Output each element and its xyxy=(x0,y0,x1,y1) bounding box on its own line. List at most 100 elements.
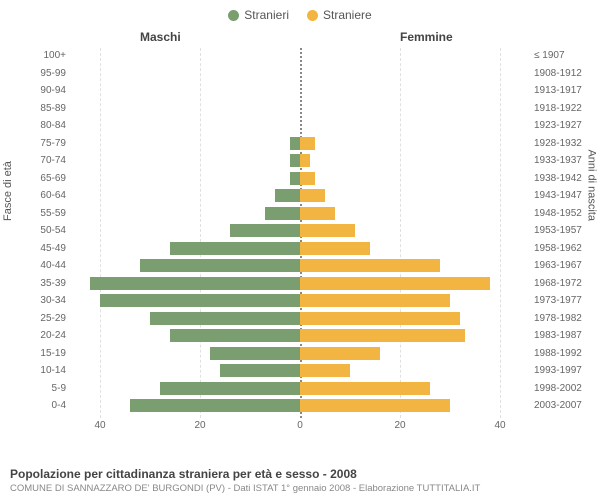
bar-female xyxy=(300,399,450,412)
age-label: 80-84 xyxy=(24,120,66,131)
birth-year-label: 1963-1967 xyxy=(534,260,590,271)
birth-year-label: 1928-1932 xyxy=(534,138,590,149)
header-male: Maschi xyxy=(140,30,181,44)
bar-male xyxy=(170,329,300,342)
birth-year-label: 1978-1982 xyxy=(534,313,590,324)
birth-year-label: 1958-1962 xyxy=(534,243,590,254)
age-label: 70-74 xyxy=(24,155,66,166)
x-tick: 40 xyxy=(94,420,105,431)
birth-year-label: 2003-2007 xyxy=(534,400,590,411)
age-row: 85-891918-1922 xyxy=(70,101,530,117)
bar-female xyxy=(300,277,490,290)
bar-male xyxy=(170,242,300,255)
birth-year-label: ≤ 1907 xyxy=(534,50,590,61)
bar-female xyxy=(300,364,350,377)
birth-year-label: 1913-1917 xyxy=(534,85,590,96)
age-label: 50-54 xyxy=(24,225,66,236)
bar-male xyxy=(150,312,300,325)
age-label: 100+ xyxy=(24,50,66,61)
bar-female xyxy=(300,242,370,255)
bar-female xyxy=(300,154,310,167)
x-tick: 0 xyxy=(297,420,303,431)
bar-male xyxy=(230,224,300,237)
chart-subtitle: COMUNE DI SANNAZZARO DE' BURGONDI (PV) -… xyxy=(10,483,590,494)
age-row: 35-391968-1972 xyxy=(70,276,530,292)
birth-year-label: 1918-1922 xyxy=(534,103,590,114)
birth-year-label: 1998-2002 xyxy=(534,383,590,394)
bar-female xyxy=(300,294,450,307)
age-row: 20-241983-1987 xyxy=(70,328,530,344)
age-label: 40-44 xyxy=(24,260,66,271)
age-label: 15-19 xyxy=(24,348,66,359)
legend-label-male: Stranieri xyxy=(244,8,289,22)
bar-male xyxy=(90,277,300,290)
age-row: 90-941913-1917 xyxy=(70,83,530,99)
x-tick: 40 xyxy=(494,420,505,431)
header-female: Femmine xyxy=(400,30,453,44)
legend: Stranieri Straniere xyxy=(0,0,600,22)
birth-year-label: 1973-1977 xyxy=(534,295,590,306)
age-label: 75-79 xyxy=(24,138,66,149)
age-row: 40-441963-1967 xyxy=(70,258,530,274)
age-label: 5-9 xyxy=(24,383,66,394)
bar-female xyxy=(300,207,335,220)
birth-year-label: 1943-1947 xyxy=(534,190,590,201)
age-label: 0-4 xyxy=(24,400,66,411)
age-row: 65-691938-1942 xyxy=(70,171,530,187)
pyramid-plot: 100+≤ 1907 95-991908-191290-941913-1917 85… xyxy=(70,48,530,428)
x-tick: 20 xyxy=(194,420,205,431)
bar-female xyxy=(300,312,460,325)
legend-swatch-female xyxy=(307,10,318,21)
age-row: 70-741933-1937 xyxy=(70,153,530,169)
y-axis-left-title: Fasce di età xyxy=(2,161,14,221)
bar-male xyxy=(210,347,300,360)
age-label: 65-69 xyxy=(24,173,66,184)
age-label: 85-89 xyxy=(24,103,66,114)
birth-year-label: 1988-1992 xyxy=(534,348,590,359)
bar-male xyxy=(290,137,300,150)
birth-year-label: 1953-1957 xyxy=(534,225,590,236)
age-label: 95-99 xyxy=(24,68,66,79)
birth-year-label: 1938-1942 xyxy=(534,173,590,184)
bar-female xyxy=(300,189,325,202)
age-row: 5-91998-2002 xyxy=(70,381,530,397)
age-label: 30-34 xyxy=(24,295,66,306)
bar-female xyxy=(300,224,355,237)
x-tick: 20 xyxy=(394,420,405,431)
bar-male xyxy=(290,172,300,185)
bar-male xyxy=(140,259,300,272)
birth-year-label: 1983-1987 xyxy=(534,330,590,341)
chart-footer: Popolazione per cittadinanza straniera p… xyxy=(10,467,590,494)
age-row: 15-191988-1992 xyxy=(70,346,530,362)
bar-male xyxy=(160,382,300,395)
age-label: 55-59 xyxy=(24,208,66,219)
age-label: 35-39 xyxy=(24,278,66,289)
age-row: 25-291978-1982 xyxy=(70,311,530,327)
age-row: 0-42003-2007 xyxy=(70,398,530,414)
legend-item-female: Straniere xyxy=(307,8,372,22)
bar-female xyxy=(300,259,440,272)
bar-male xyxy=(130,399,300,412)
bar-male xyxy=(275,189,300,202)
birth-year-label: 1933-1937 xyxy=(534,155,590,166)
bar-female xyxy=(300,329,465,342)
birth-year-label: 1968-1972 xyxy=(534,278,590,289)
age-label: 60-64 xyxy=(24,190,66,201)
age-row: 10-141993-1997 xyxy=(70,363,530,379)
birth-year-label: 1923-1927 xyxy=(534,120,590,131)
age-row: 55-591948-1952 xyxy=(70,206,530,222)
legend-label-female: Straniere xyxy=(323,8,372,22)
age-row: 100+≤ 1907 xyxy=(70,48,530,64)
age-row: 50-541953-1957 xyxy=(70,223,530,239)
age-label: 90-94 xyxy=(24,85,66,96)
age-row: 45-491958-1962 xyxy=(70,241,530,257)
bar-male xyxy=(290,154,300,167)
legend-swatch-male xyxy=(228,10,239,21)
bar-male xyxy=(100,294,300,307)
age-label: 20-24 xyxy=(24,330,66,341)
birth-year-label: 1993-1997 xyxy=(534,365,590,376)
chart-title: Popolazione per cittadinanza straniera p… xyxy=(10,467,590,481)
bar-female xyxy=(300,382,430,395)
bar-male xyxy=(265,207,300,220)
age-row: 95-991908-1912 xyxy=(70,66,530,82)
